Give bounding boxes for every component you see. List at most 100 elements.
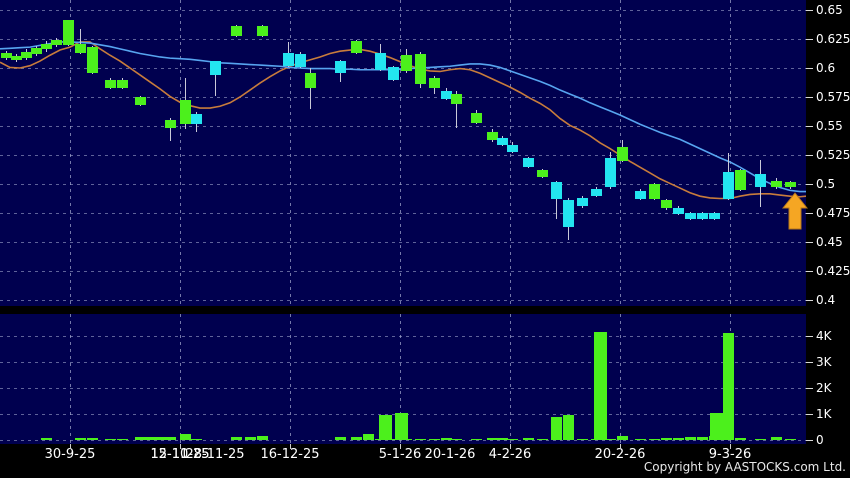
price-gridline-vertical xyxy=(180,0,181,306)
price-gridline xyxy=(0,213,806,214)
price-axis-label: 0.65 xyxy=(816,3,843,17)
candle-body xyxy=(63,20,74,45)
candle-body xyxy=(305,72,316,88)
price-axis-tick xyxy=(806,97,813,98)
candle-body xyxy=(551,181,562,200)
price-gridline xyxy=(0,39,806,40)
volume-bar xyxy=(441,438,452,440)
volume-bar xyxy=(41,438,52,440)
volume-bar xyxy=(551,416,562,440)
candle-body xyxy=(401,55,412,72)
volume-bar xyxy=(755,439,766,440)
price-chart-panel[interactable] xyxy=(0,0,806,306)
date-axis-tick xyxy=(70,444,71,449)
candle-body xyxy=(441,91,452,100)
volume-gridline-vertical xyxy=(400,314,401,444)
candle-body xyxy=(351,41,362,53)
candle-body xyxy=(295,54,306,67)
candle-body xyxy=(723,172,734,200)
candle-body xyxy=(605,158,616,188)
candle-body xyxy=(649,184,660,200)
volume-bar xyxy=(145,437,156,440)
volume-gridline xyxy=(0,388,806,389)
date-axis-tick xyxy=(290,444,291,449)
date-axis-label: 28-11-25 xyxy=(185,447,245,462)
price-axis-tick xyxy=(806,271,813,272)
candle-body xyxy=(191,114,202,124)
price-gridline-vertical xyxy=(510,0,511,306)
volume-bar xyxy=(231,437,242,440)
candle-body xyxy=(617,146,628,161)
price-axis-label: 0.425 xyxy=(816,264,850,278)
date-axis-tick xyxy=(400,444,401,449)
volume-bar xyxy=(415,439,426,440)
volume-axis-label: 3K xyxy=(816,355,832,369)
moving-average-lines xyxy=(0,41,806,200)
candle-body xyxy=(388,66,399,80)
date-axis-label: 12-11-25 xyxy=(150,447,210,462)
price-gridline-vertical xyxy=(70,0,71,306)
candle-body xyxy=(507,144,518,152)
volume-bar xyxy=(135,437,146,440)
date-axis-tick xyxy=(620,444,621,449)
candle-body xyxy=(673,208,684,215)
volume-bar xyxy=(577,438,588,440)
candle-body xyxy=(335,61,346,73)
volume-gridline xyxy=(0,336,806,337)
volume-axis-tick xyxy=(806,440,813,441)
volume-bar xyxy=(155,436,166,440)
price-axis-label: 0.55 xyxy=(816,119,843,133)
volume-bar xyxy=(180,433,191,440)
volume-axis-tick xyxy=(806,336,813,337)
volume-bar xyxy=(257,436,268,440)
volume-axis-label: 1K xyxy=(816,407,832,421)
volume-bar xyxy=(117,438,128,440)
volume-axis-label: 2K xyxy=(816,381,832,395)
price-gridline xyxy=(0,184,806,185)
candle-body xyxy=(709,213,720,219)
candle-body xyxy=(451,93,462,104)
date-axis-label: 15-10-25 xyxy=(150,447,210,462)
candle-body xyxy=(135,97,146,106)
volume-bar xyxy=(487,437,498,440)
date-axis-label: 4-2-26 xyxy=(488,447,532,462)
volume-bar xyxy=(523,438,534,440)
price-axis-label: 0.45 xyxy=(816,235,843,249)
candle-wick xyxy=(215,61,216,96)
price-gridline-vertical xyxy=(730,0,731,306)
price-axis-label: 0.5 xyxy=(816,177,836,191)
candle-body xyxy=(180,100,191,124)
price-gridline xyxy=(0,155,806,156)
price-axis-label: 0.6 xyxy=(816,61,836,75)
volume-axis-label: 0 xyxy=(816,433,824,447)
candle-body xyxy=(75,43,86,53)
price-axis-tick xyxy=(806,213,813,214)
price-axis-tick xyxy=(806,242,813,243)
candle-body xyxy=(415,54,426,85)
candle-body xyxy=(497,137,508,145)
candle-body xyxy=(537,170,548,178)
volume-bar xyxy=(771,436,782,440)
volume-bar xyxy=(537,439,548,440)
date-axis-label: 16-12-25 xyxy=(260,447,320,462)
volume-bar xyxy=(471,438,482,440)
volume-bar xyxy=(429,438,440,440)
candle-body xyxy=(697,213,708,219)
candle-body xyxy=(1,52,12,58)
candle-body xyxy=(577,197,588,207)
candle-body xyxy=(11,56,22,60)
candle-body xyxy=(785,181,796,188)
candle-body xyxy=(105,79,116,88)
volume-bar xyxy=(75,437,86,440)
volume-bar xyxy=(563,415,574,440)
price-gridline xyxy=(0,242,806,243)
volume-chart-panel[interactable] xyxy=(0,314,806,444)
candle-body xyxy=(210,61,221,75)
volume-axis-label: 4K xyxy=(816,329,832,343)
volume-bar xyxy=(661,438,672,440)
volume-gridline-vertical xyxy=(290,314,291,444)
volume-bar xyxy=(685,437,696,440)
candle-body xyxy=(41,43,52,50)
price-gridline xyxy=(0,300,806,301)
candle-wick xyxy=(80,28,81,55)
